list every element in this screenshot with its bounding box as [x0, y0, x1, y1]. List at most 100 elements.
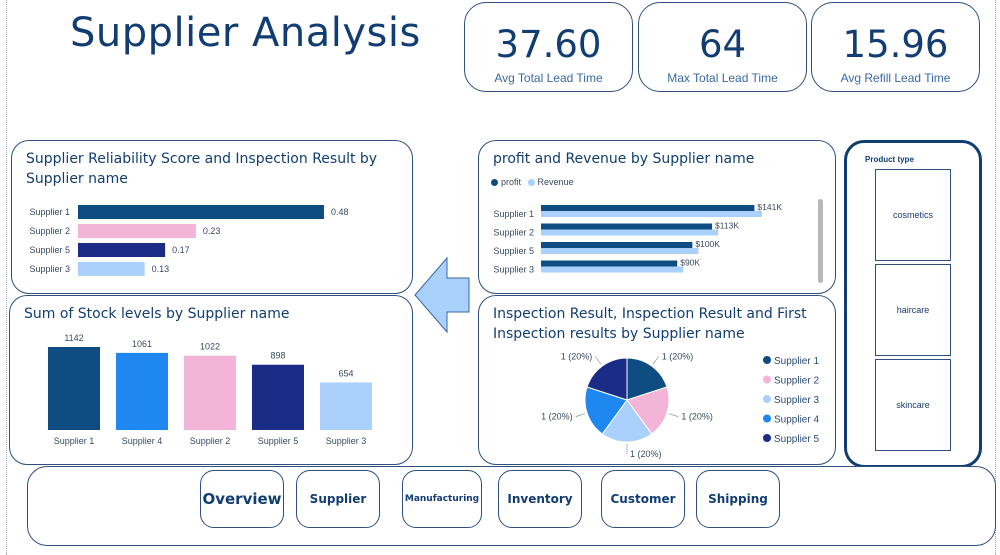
- data-label: 0.23: [203, 226, 221, 236]
- chart-legend: profit Revenue: [491, 177, 574, 187]
- nav-button-label: Overview: [202, 490, 282, 508]
- legend-swatch: [763, 414, 771, 423]
- slicer-item-label: cosmetics: [892, 210, 933, 220]
- stock-levels-chart-card: Sum of Stock levels by Supplier name 114…: [9, 295, 413, 465]
- chart-title: Sum of Stock levels by Supplier name: [24, 306, 290, 322]
- legend-swatch: [763, 375, 771, 384]
- slicer-item-skincare[interactable]: skincare: [875, 359, 951, 451]
- profit-revenue-bar-chart: Supplier 1 $141K Supplier 2 $113K Supplier 5…: [493, 202, 782, 275]
- data-label: $90K: [680, 258, 700, 268]
- leader-line: [594, 356, 602, 365]
- slice-label: 1 (20%): [681, 412, 713, 422]
- pie-slice: [626, 386, 670, 435]
- leader-line: [668, 413, 679, 418]
- slicer-item-haircare[interactable]: haircare: [875, 264, 951, 356]
- nav-button-shipping[interactable]: Shipping: [696, 470, 780, 528]
- reliability-chart-card: Supplier Reliability Score and Inspectio…: [11, 140, 413, 294]
- profit-revenue-chart-card: profit and Revenue by Supplier name prof…: [478, 140, 836, 294]
- bar-revenue: [541, 266, 684, 273]
- bar-revenue: [541, 211, 762, 217]
- category-label: Supplier 4: [122, 436, 163, 446]
- bar: [184, 355, 236, 430]
- inspection-pie-chart: 1 (20%) 1 (20%) 1 (20%) 1 (20%) 1 (20%) Suppl…: [541, 351, 819, 459]
- slice-label: 1 (20%): [561, 351, 593, 361]
- legend-label: Supplier 3: [774, 395, 819, 406]
- category-label: Supplier 1: [29, 207, 70, 217]
- kpi-value: 64: [698, 23, 747, 66]
- bar-profit: [541, 260, 678, 267]
- nav-button-label: Manufacturing: [404, 494, 480, 504]
- legend-swatch: [527, 179, 535, 186]
- nav-button-label: Customer: [610, 492, 676, 506]
- legend-item-revenue: Revenue: [527, 177, 574, 187]
- legend-label: Supplier 1: [774, 356, 819, 367]
- slicer-title: Product type: [865, 155, 914, 164]
- page-border-right: [995, 0, 996, 555]
- nav-button-manufacturing[interactable]: Manufacturing: [402, 470, 482, 528]
- nav-button-customer[interactable]: Customer: [601, 470, 685, 528]
- legend-swatch: [491, 179, 498, 186]
- nav-button-overview[interactable]: Overview: [200, 470, 284, 528]
- category-label: Supplier 2: [190, 436, 231, 446]
- kpi-label: Avg Total Lead Time: [494, 71, 603, 85]
- data-label: 0.13: [152, 264, 170, 274]
- slicer-item-cosmetics[interactable]: cosmetics: [875, 169, 951, 261]
- category-label: Supplier 2: [493, 228, 534, 238]
- slice-label: 1 (20%): [541, 412, 573, 422]
- kpi-value: 15.96: [842, 23, 949, 66]
- data-label: 1061: [132, 339, 152, 349]
- legend-label: Supplier 2: [774, 376, 819, 387]
- stock-levels-bar-chart: 1142 Supplier 1 1061 Supplier 4 1022 Supplier…: [48, 333, 372, 446]
- legend-label: Supplier 5: [774, 434, 819, 445]
- category-label: Supplier 5: [258, 436, 299, 446]
- legend-label: Revenue: [537, 177, 574, 187]
- nav-button-supplier[interactable]: Supplier: [296, 470, 380, 528]
- data-label: 898: [270, 351, 285, 361]
- legend-swatch: [763, 356, 771, 364]
- product-type-slicer: Product type cosmetics haircare skincare: [844, 140, 982, 468]
- bar: [252, 364, 304, 430]
- data-label: 0.17: [172, 245, 190, 255]
- leader-line: [652, 356, 660, 365]
- kpi-label: Max Total Lead Time: [667, 71, 778, 85]
- nav-button-label: Shipping: [708, 492, 768, 506]
- category-label: Supplier 5: [29, 245, 70, 255]
- chart-title: Inspection Result, Inspection Result and…: [493, 306, 807, 342]
- vertical-scrollbar[interactable]: [818, 199, 823, 283]
- slicer-item-label: haircare: [896, 305, 930, 315]
- data-label: $113K: [715, 221, 739, 231]
- category-label: Supplier 2: [29, 226, 70, 236]
- bar: [78, 243, 166, 257]
- chart-title: profit and Revenue by Supplier name: [493, 151, 755, 167]
- legend-swatch: [763, 434, 771, 442]
- pie-slice: [601, 399, 653, 443]
- pie-slice: [626, 357, 668, 401]
- page-title: Supplier Analysis: [70, 10, 421, 56]
- bar: [48, 347, 100, 430]
- bar: [78, 224, 196, 238]
- pie-slice: [586, 357, 628, 401]
- data-label: 1142: [64, 333, 83, 343]
- data-label: 0.48: [331, 207, 349, 217]
- kpi-label: Avg Refill Lead Time: [840, 71, 951, 85]
- nav-button-inventory[interactable]: Inventory: [498, 470, 582, 528]
- slice-label: 1 (20%): [662, 351, 694, 361]
- nav-button-label: Inventory: [507, 492, 573, 506]
- category-label: Supplier 1: [54, 436, 95, 446]
- category-label: Supplier 3: [493, 265, 534, 275]
- category-label: Supplier 1: [493, 209, 534, 219]
- nav-button-label: Supplier: [309, 492, 367, 506]
- data-label: 654: [338, 368, 353, 378]
- slice-label: 1 (20%): [630, 449, 662, 459]
- category-label: Supplier 5: [493, 246, 534, 256]
- kpi-max-total-lead-time: 64 Max Total Lead Time: [638, 2, 807, 92]
- category-label: Supplier 3: [29, 264, 70, 274]
- category-label: Supplier 3: [326, 436, 367, 446]
- bar-revenue: [541, 229, 719, 236]
- leader-line: [575, 413, 586, 418]
- bar-profit: [541, 242, 693, 248]
- pie-slice: [584, 386, 628, 435]
- kpi-value: 37.60: [495, 23, 602, 66]
- data-label: $100K: [695, 239, 720, 249]
- bar: [320, 382, 372, 430]
